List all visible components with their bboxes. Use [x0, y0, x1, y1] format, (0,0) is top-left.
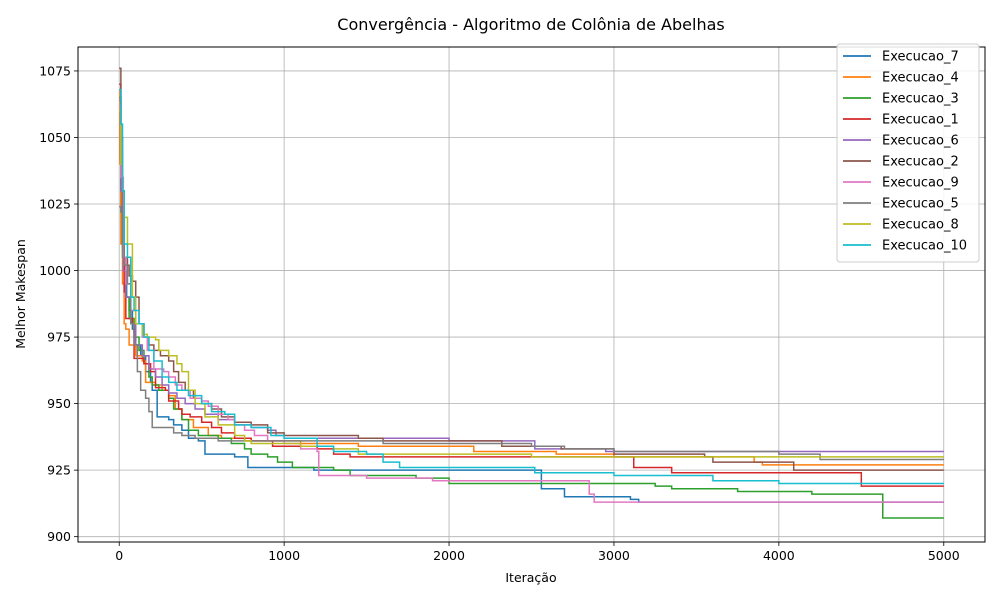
legend-label: Execucao_8 — [882, 218, 959, 233]
x-axis-label: Iteração — [505, 570, 556, 585]
y-axis-label: Melhor Makespan — [13, 239, 28, 349]
y-tick-label: 1050 — [39, 130, 71, 145]
chart-title: Convergência - Algoritmo de Colônia de A… — [337, 15, 724, 34]
legend: Execucao_7 Execucao_4 Execucao_3 Execucao_1… — [836, 43, 980, 263]
y-tick-label: 950 — [47, 396, 71, 411]
y-tick-label: 900 — [47, 529, 71, 544]
y-tick-label: 925 — [47, 463, 71, 478]
y-axis-ticks: 900 925 950 975 1000 1025 1050 1075 — [39, 63, 78, 544]
legend-label: Execucao_2 — [882, 155, 959, 170]
x-axis-ticks: 0 1000 2000 3000 4000 5000 — [115, 542, 960, 563]
series-line-execucao-10 — [119, 88, 944, 485]
x-tick-label: 4000 — [763, 548, 795, 563]
legend-label: Execucao_9 — [882, 176, 959, 191]
legend-label: Execucao_6 — [882, 134, 959, 149]
y-tick-label: 975 — [47, 330, 71, 345]
series-lines — [119, 67, 944, 519]
grid-lines — [78, 47, 985, 542]
legend-label: Execucao_10 — [882, 239, 967, 254]
legend-box — [836, 43, 980, 263]
x-tick-label: 0 — [115, 548, 123, 563]
x-tick-label: 1000 — [268, 548, 300, 563]
legend-label: Execucao_5 — [882, 197, 959, 212]
x-tick-label: 2000 — [433, 548, 465, 563]
plot-frame — [77, 46, 986, 543]
legend-label: Execucao_4 — [882, 71, 959, 86]
legend-label: Execucao_3 — [882, 92, 959, 107]
legend-label: Execucao_1 — [882, 113, 959, 128]
series-line-execucao-5 — [119, 205, 944, 461]
y-tick-label: 1000 — [39, 263, 71, 278]
x-tick-label: 5000 — [928, 548, 960, 563]
y-tick-label: 1075 — [39, 63, 71, 78]
y-tick-label: 1025 — [39, 197, 71, 212]
series-line-execucao-3 — [119, 96, 944, 519]
x-tick-label: 3000 — [598, 548, 630, 563]
legend-label: Execucao_7 — [882, 50, 959, 65]
series-line-execucao-7 — [119, 110, 944, 503]
